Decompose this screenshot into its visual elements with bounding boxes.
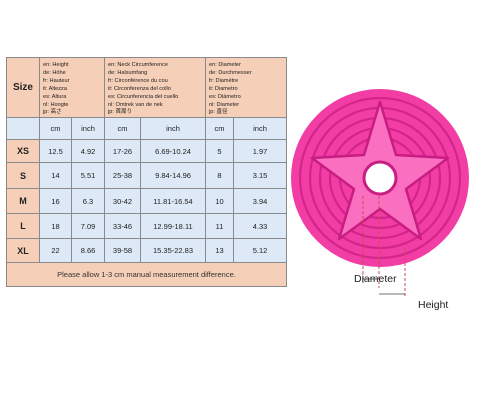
unit-cell: cm bbox=[39, 117, 72, 141]
table-cell: 16 bbox=[39, 188, 72, 215]
unit-cell: cm bbox=[104, 117, 141, 141]
product-illustration bbox=[291, 89, 469, 296]
table-cell: 4.33 bbox=[233, 213, 287, 240]
size-header: Size bbox=[6, 56, 40, 119]
table-cell: 5 bbox=[205, 139, 234, 164]
description-row: Size en: Height de: Höhe fr: Hauteur it:… bbox=[6, 56, 287, 119]
table-cell: 14 bbox=[39, 162, 72, 190]
neck-opening bbox=[362, 160, 398, 196]
units-row-corner bbox=[6, 117, 40, 141]
table-cell: 30-42 bbox=[104, 188, 141, 215]
size-label-cell: M bbox=[6, 188, 40, 215]
neck-circumference-description: en: Neck Circumference de: Halsumfang fr… bbox=[104, 56, 206, 119]
units-row: cm inch cm inch cm inch bbox=[6, 117, 287, 141]
table-cell: 6.69-10.24 bbox=[140, 139, 206, 164]
table-row: XL 22 8.66 39-58 15.35-22.83 13 5.12 bbox=[6, 238, 287, 264]
table-cell: 17-26 bbox=[104, 139, 141, 164]
dimension-guides bbox=[362, 196, 406, 296]
table-cell: 5.51 bbox=[71, 162, 105, 190]
diameter-description: en: Diameter de: Durchmesser fr: Diamètr… bbox=[205, 56, 287, 119]
table-cell: 25-38 bbox=[104, 162, 141, 190]
table-cell: 11.81-16.54 bbox=[140, 188, 206, 215]
table-cell: 9.84-14.96 bbox=[140, 162, 206, 190]
table-cell: 12.5 bbox=[39, 139, 72, 164]
height-caption: Height bbox=[418, 299, 449, 311]
unit-cell: inch bbox=[71, 117, 105, 141]
table-cell: 33-46 bbox=[104, 213, 141, 240]
unit-cell: inch bbox=[140, 117, 206, 141]
measurement-note: Please allow 1-3 cm manual measurement d… bbox=[6, 262, 287, 288]
table-cell: 12.99-18.11 bbox=[140, 213, 206, 240]
table-cell: 3.15 bbox=[233, 162, 287, 190]
table-cell: 13 bbox=[205, 238, 234, 264]
diameter-caption: Diameter bbox=[354, 273, 397, 285]
height-description: en: Height de: Höhe fr: Hauteur it: Alte… bbox=[39, 56, 105, 119]
size-label-cell: XL bbox=[6, 238, 40, 264]
table-cell: 39-58 bbox=[104, 238, 141, 264]
size-label-cell: L bbox=[6, 213, 40, 240]
table-cell: 8.66 bbox=[71, 238, 105, 264]
table-cell: 18 bbox=[39, 213, 72, 240]
size-label-cell: S bbox=[6, 162, 40, 190]
table-row: XS 12.5 4.92 17-26 6.69-10.24 5 1.97 bbox=[6, 139, 287, 164]
table-cell: 11 bbox=[205, 213, 234, 240]
table-cell: 22 bbox=[39, 238, 72, 264]
note-row: Please allow 1-3 cm manual measurement d… bbox=[6, 262, 287, 288]
table-row: S 14 5.51 25-38 9.84-14.96 8 3.15 bbox=[6, 162, 287, 190]
table-cell: 5.12 bbox=[233, 238, 287, 264]
table-cell: 15.35-22.83 bbox=[140, 238, 206, 264]
table-row: M 16 6.3 30-42 11.81-16.54 10 3.94 bbox=[6, 188, 287, 215]
table-cell: 4.92 bbox=[71, 139, 105, 164]
unit-cell: inch bbox=[233, 117, 287, 141]
size-chart-table: Size en: Height de: Höhe fr: Hauteur it:… bbox=[6, 56, 287, 288]
size-label-cell: XS bbox=[6, 139, 40, 164]
table-row: L 18 7.09 33-46 12.99-18.11 11 4.33 bbox=[6, 213, 287, 240]
table-cell: 1.97 bbox=[233, 139, 287, 164]
unit-cell: cm bbox=[205, 117, 234, 141]
table-cell: 8 bbox=[205, 162, 234, 190]
table-cell: 10 bbox=[205, 188, 234, 215]
table-cell: 3.94 bbox=[233, 188, 287, 215]
table-cell: 7.09 bbox=[71, 213, 105, 240]
table-cell: 6.3 bbox=[71, 188, 105, 215]
